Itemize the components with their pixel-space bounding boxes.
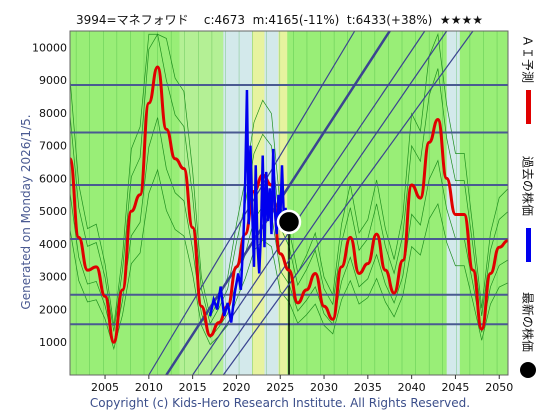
legend-red-swatch — [526, 90, 531, 124]
trend-lines — [148, 30, 474, 376]
legend-past-price-label: 過去の株価 — [520, 155, 535, 217]
legend-ai-forecast: ＡＩ予測 — [514, 28, 542, 90]
x-tick-label: 2050 — [485, 381, 513, 394]
x-tick-label: 2020 — [222, 381, 250, 394]
legend-past-price: 過去の株価 — [514, 146, 542, 226]
y-tick-label: 10000 — [32, 41, 67, 54]
legend-black-dot — [520, 362, 536, 378]
x-tick-label: 2030 — [310, 381, 338, 394]
x-tick-label: 2025 — [266, 381, 294, 394]
x-tick-label: 2010 — [135, 381, 163, 394]
past-price-line — [208, 89, 291, 323]
y-tick-label: 3000 — [39, 271, 67, 284]
y-tick-label: 8000 — [39, 107, 67, 120]
plot-frame — [69, 30, 509, 376]
legend-latest-price-label: 最新の株価 — [520, 291, 535, 353]
background-band — [179, 31, 224, 375]
y-tick-label: 1000 — [39, 336, 67, 349]
x-tick-label: 2005 — [91, 381, 119, 394]
background-band — [252, 31, 265, 375]
x-tick-label: 2045 — [441, 381, 469, 394]
latest-price-marker — [276, 209, 302, 235]
chart-title: 3994=マネフォワド c:4673 m:4165(-11%) t:6433(+… — [76, 13, 483, 27]
y-tick-label: 2000 — [39, 303, 67, 316]
generated-date-note: Generated on Monday 2026/1/5. — [19, 114, 33, 310]
current-price-marker — [276, 209, 302, 235]
x-tick-label: 2035 — [354, 381, 382, 394]
copyright-notice: Copyright (c) Kids-Hero Research Institu… — [89, 396, 471, 410]
y-tick-label: 7000 — [39, 140, 67, 153]
x-axis-tick-labels: 2005 2010 2015 2020 2025 2030 2035 2040 2045 2050 — [91, 375, 513, 394]
trend-line — [222, 30, 474, 376]
y-tick-label: 5000 — [39, 205, 67, 218]
y-tick-label: 9000 — [39, 74, 67, 87]
legend-latest-price: 最新の株価 — [514, 284, 542, 360]
series-lines — [68, 65, 509, 344]
y-axis-tick-labels: 1000 2000 3000 4000 5000 6000 7000 8000 9000 1000… — [32, 41, 67, 349]
y-tick-label: 4000 — [39, 238, 67, 251]
legend-blue-swatch — [526, 228, 531, 262]
x-tick-label: 2040 — [398, 381, 426, 394]
ai-forecast-line — [68, 65, 509, 344]
legend-ai-forecast-label: ＡＩ予測 — [520, 34, 535, 84]
y-tick-label: 6000 — [39, 172, 67, 185]
x-tick-label: 2015 — [179, 381, 207, 394]
trend-line — [209, 30, 448, 376]
